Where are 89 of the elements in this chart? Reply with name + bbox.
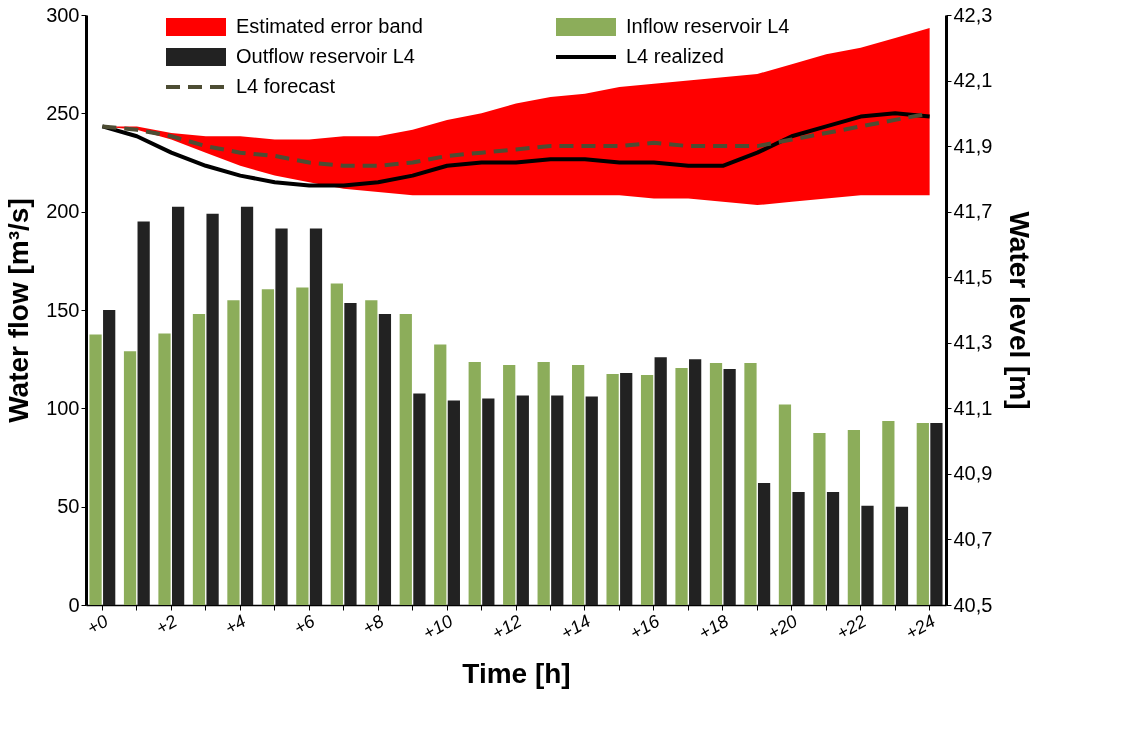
y-tick-label: 100 bbox=[46, 396, 80, 419]
y2-axis-title: Water level [m] bbox=[1004, 211, 1036, 410]
bar bbox=[309, 228, 323, 605]
y2-tick-label: 40,7 bbox=[953, 527, 993, 550]
bar bbox=[330, 283, 343, 605]
bar bbox=[620, 372, 633, 605]
line-series bbox=[100, 111, 932, 188]
bar bbox=[503, 365, 516, 605]
x-tick-label: +10 bbox=[419, 610, 457, 644]
bar bbox=[261, 289, 275, 605]
y2-tick-label: 40,9 bbox=[953, 462, 993, 485]
bar bbox=[537, 362, 550, 605]
bar bbox=[930, 423, 943, 605]
x-axis-title: Time [h] bbox=[462, 658, 571, 690]
legend-label: Inflow reservoir L4 bbox=[626, 15, 790, 37]
bar bbox=[861, 505, 874, 605]
bar bbox=[123, 351, 137, 605]
bar bbox=[689, 359, 702, 605]
bar bbox=[813, 432, 826, 605]
bar bbox=[103, 310, 116, 605]
x-tick-label: +6 bbox=[290, 610, 320, 639]
bar bbox=[744, 363, 757, 605]
bar bbox=[206, 213, 219, 605]
x-tick-label: +22 bbox=[833, 610, 870, 644]
bar bbox=[654, 357, 667, 605]
bar bbox=[434, 344, 447, 605]
bar bbox=[585, 396, 598, 605]
bar bbox=[344, 303, 357, 605]
legend-label: Estimated error band bbox=[236, 15, 423, 37]
x-tick-label: +4 bbox=[221, 610, 250, 639]
legend-label: L4 forecast bbox=[236, 75, 336, 97]
x-tick-label: +12 bbox=[488, 610, 525, 644]
legend-label: Outflow reservoir L4 bbox=[236, 45, 415, 67]
bar bbox=[447, 400, 460, 605]
bar bbox=[468, 362, 481, 605]
y2-tick-label: 41,3 bbox=[953, 331, 993, 354]
bar bbox=[640, 374, 654, 605]
y2-tick-label: 41,1 bbox=[953, 396, 993, 419]
bar bbox=[757, 483, 771, 605]
bar bbox=[296, 287, 309, 605]
bar bbox=[378, 313, 392, 605]
legend-label: L4 realized bbox=[626, 45, 724, 67]
bar bbox=[227, 300, 240, 605]
y-tick-label: 0 bbox=[68, 593, 80, 616]
y-tick-label: 200 bbox=[46, 200, 80, 223]
bar bbox=[606, 373, 619, 605]
bar bbox=[365, 300, 378, 605]
bar bbox=[675, 368, 688, 605]
bar bbox=[240, 206, 254, 605]
y2-tick-label: 42,1 bbox=[953, 69, 993, 92]
y2-tick-label: 40,5 bbox=[953, 593, 993, 616]
bar bbox=[192, 313, 206, 605]
y-tick-label: 250 bbox=[46, 101, 80, 124]
bar bbox=[413, 393, 426, 605]
bar bbox=[792, 491, 805, 605]
bar bbox=[882, 421, 895, 605]
bar bbox=[137, 221, 150, 605]
bar bbox=[847, 429, 861, 605]
y2-tick-label: 41,9 bbox=[953, 134, 993, 157]
x-tick-label: +16 bbox=[626, 610, 664, 644]
x-tick-label: +18 bbox=[695, 610, 732, 644]
y2-tick-label: 41,7 bbox=[953, 200, 993, 223]
bar bbox=[482, 398, 495, 605]
bar bbox=[826, 491, 840, 605]
bar bbox=[895, 506, 909, 605]
bar bbox=[778, 404, 792, 605]
bar bbox=[171, 206, 185, 605]
bar bbox=[399, 313, 412, 605]
y-axis-title: Water flow [m³/s] bbox=[3, 198, 35, 423]
bar bbox=[516, 395, 529, 605]
bar bbox=[709, 363, 723, 605]
bar bbox=[723, 369, 736, 605]
x-tick-label: +2 bbox=[152, 610, 181, 639]
y2-tick-label: 42,3 bbox=[953, 3, 993, 26]
x-tick-label: +20 bbox=[764, 610, 801, 644]
x-tick-label: +0 bbox=[83, 610, 112, 639]
bar bbox=[89, 334, 102, 605]
bar bbox=[551, 395, 564, 605]
y-tick-label: 300 bbox=[46, 3, 80, 26]
x-tick-label: +8 bbox=[359, 610, 388, 639]
bar bbox=[572, 365, 585, 605]
y2-tick-label: 41,5 bbox=[953, 265, 993, 288]
y-tick-label: 150 bbox=[46, 298, 80, 321]
x-tick-label: +24 bbox=[902, 610, 939, 644]
bar bbox=[158, 333, 171, 605]
x-tick-label: +14 bbox=[557, 610, 594, 644]
y-tick-label: 50 bbox=[57, 495, 80, 518]
bar bbox=[275, 228, 288, 605]
bar bbox=[916, 423, 929, 605]
